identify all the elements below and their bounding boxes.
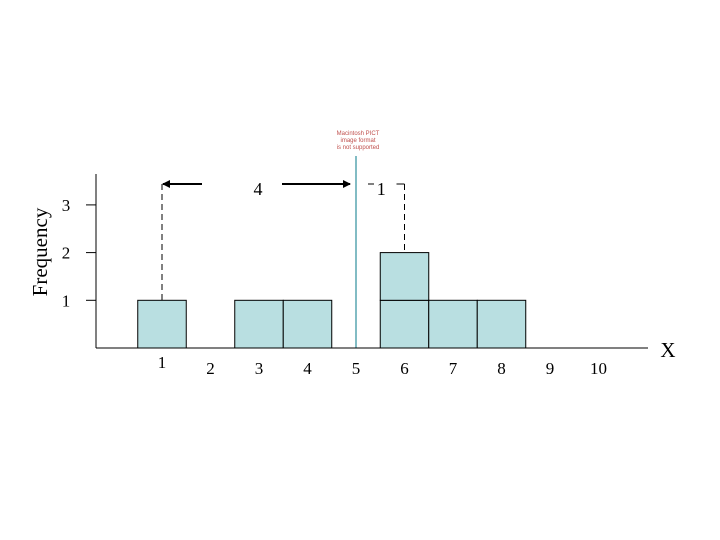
x-ticks: 1 2 3 4 5 6 7 8 9 10 (158, 353, 607, 378)
x-tick-label-5: 5 (352, 359, 361, 378)
x-tick-label-1: 1 (158, 353, 167, 372)
y-tick-label-3: 3 (62, 196, 71, 215)
y-tick-label-1: 1 (62, 291, 71, 310)
x-tick-label-6: 6 (400, 359, 409, 378)
annotation-4-label: 4 (254, 179, 263, 199)
bar-x1-unit-1 (137, 299, 187, 349)
bar-x7-unit-1 (428, 299, 478, 349)
bar-x6-unit-2 (379, 252, 430, 301)
bars-group (137, 252, 527, 349)
x-tick-label-2: 2 (206, 359, 215, 378)
y-axis-title: Frequency (28, 207, 52, 296)
annotation-1-label: 1 (377, 179, 386, 199)
x-tick-label-9: 9 (546, 359, 555, 378)
x-tick-label-8: 8 (497, 359, 506, 378)
x-tick-label-7: 7 (449, 359, 458, 378)
pict-placeholder: Macintosh PICT image format is not suppo… (337, 131, 380, 151)
pict-note-line-2: image format (340, 138, 375, 144)
pict-note-line-3: is not supported (337, 145, 380, 151)
bar-x6-unit-1 (379, 299, 430, 349)
x-tick-label-10: 10 (590, 359, 607, 378)
bar-x3-unit-1 (234, 299, 284, 349)
bar-x4-unit-1 (282, 299, 333, 349)
pict-note-line-1: Macintosh PICT (337, 131, 380, 137)
y-ticks: 1 2 3 (62, 196, 96, 310)
bar-x8-unit-1 (476, 299, 527, 349)
x-axis-title: X (660, 338, 675, 362)
x-tick-label-4: 4 (303, 359, 312, 378)
y-tick-label-2: 2 (62, 244, 71, 263)
x-tick-label-3: 3 (255, 359, 264, 378)
axes (95, 174, 648, 349)
